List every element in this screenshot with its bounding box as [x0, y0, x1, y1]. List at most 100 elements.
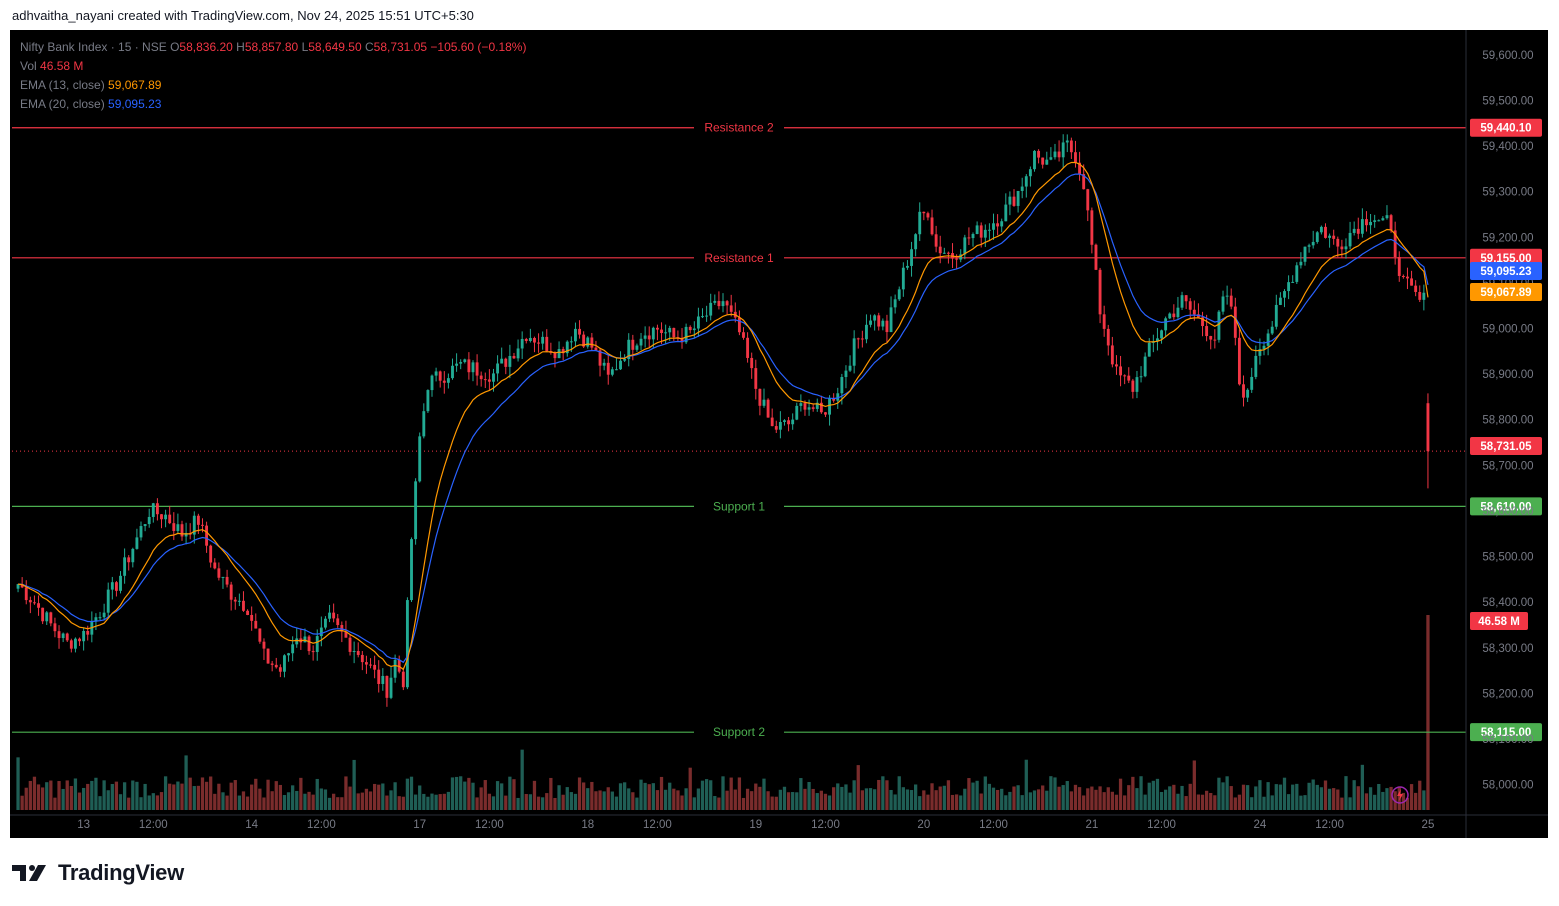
volume-bar — [1225, 776, 1229, 810]
x-tick-label: 12:00 — [811, 819, 840, 831]
volume-bar — [1229, 786, 1233, 810]
volume-bar — [450, 777, 455, 810]
volume-bar — [500, 783, 504, 810]
legend-symbol[interactable]: Nifty Bank Index · 15 · NSE — [20, 40, 167, 54]
candle-body — [1016, 190, 1020, 206]
tradingview-logo-icon — [12, 865, 46, 881]
candle-body — [586, 337, 590, 347]
volume-bar — [1008, 791, 1012, 810]
volume-bar — [122, 782, 127, 810]
volume-bar — [368, 791, 373, 810]
candle-body — [319, 627, 323, 637]
candle-body — [1020, 186, 1024, 191]
candle-body — [1180, 295, 1184, 308]
volume-bar — [684, 788, 688, 810]
candle-body — [1352, 228, 1356, 233]
candle-body — [758, 388, 762, 406]
candle-body — [807, 407, 811, 410]
candle-body — [537, 342, 540, 344]
volume-bar — [1057, 786, 1061, 810]
volume-bar — [1405, 797, 1410, 810]
volume-bar — [1020, 795, 1024, 810]
volume-bar — [918, 796, 922, 810]
candle-body — [1176, 307, 1180, 318]
volume-bar — [864, 788, 869, 810]
candle-body — [811, 407, 815, 409]
volume-bar — [745, 788, 750, 810]
candle-body — [16, 584, 20, 589]
candle-body — [713, 300, 717, 303]
candle-body — [647, 335, 651, 340]
candle-body — [291, 644, 295, 654]
legend-ema13-row[interactable]: EMA (13, close) 59,067.89 — [20, 76, 526, 95]
volume-bar — [692, 797, 696, 810]
candle-body — [196, 515, 200, 525]
candle-body — [594, 347, 598, 351]
candle-body — [209, 545, 213, 563]
volume-bar — [65, 780, 69, 810]
chart-area[interactable] — [10, 30, 1548, 838]
candle-body — [1094, 244, 1098, 270]
candle-body — [303, 636, 307, 643]
volume-bar — [1061, 785, 1065, 810]
candle-body — [688, 326, 692, 331]
candle-body — [717, 300, 721, 307]
legend-volume-row[interactable]: Vol 46.58 M — [20, 57, 526, 76]
legend-ema20-row[interactable]: EMA (20, close) 59,095.23 — [20, 95, 526, 114]
volume-bar — [946, 780, 951, 810]
candle-body — [119, 575, 122, 591]
volume-bar — [565, 787, 569, 810]
volume-bar — [524, 794, 528, 810]
candle-body — [725, 301, 729, 306]
volume-bar — [295, 790, 299, 810]
volume-bar — [20, 795, 24, 810]
volume-bar — [1041, 785, 1045, 810]
volume-bar — [750, 791, 754, 810]
candle-body — [61, 633, 65, 639]
volume-bar — [1106, 787, 1110, 810]
volume-bar — [967, 778, 971, 810]
volume-bar — [1327, 788, 1332, 810]
candle-body — [24, 587, 28, 601]
chart-attribution: adhvaitha_nayani created with TradingVie… — [12, 8, 474, 23]
candle-body — [754, 368, 758, 389]
volume-bar — [811, 788, 815, 810]
candle-body — [389, 677, 393, 698]
volume-bar — [233, 780, 237, 810]
volume-bar — [823, 793, 828, 810]
candle-body — [49, 612, 53, 624]
candle-body — [455, 363, 459, 366]
volume-bar — [250, 784, 254, 810]
volume-bar — [1073, 784, 1078, 810]
volume-bar — [922, 790, 926, 810]
candle-body — [1262, 345, 1266, 350]
candle-body — [832, 398, 836, 401]
candle-body — [582, 334, 586, 347]
y-tick-label: 58,200.00 — [1482, 688, 1533, 700]
candle-body — [955, 258, 959, 260]
price-tag — [1470, 283, 1542, 301]
x-tick-label: 12:00 — [307, 819, 336, 831]
candle-body — [869, 320, 872, 325]
volume-bar — [758, 786, 762, 810]
tradingview-brand: TradingView — [58, 860, 184, 885]
candle-body — [828, 398, 831, 415]
candle-body — [512, 355, 516, 359]
volume-bar — [844, 784, 848, 810]
candle-body — [934, 234, 938, 247]
legend-close: 58,731.05 — [373, 40, 428, 54]
legend-ema20: 59,095.23 — [108, 97, 162, 111]
candle-body — [1164, 318, 1168, 331]
candle-body — [127, 557, 131, 563]
candle-body — [1369, 221, 1373, 226]
candle-body — [1356, 228, 1360, 234]
candle-body — [377, 669, 381, 684]
volume-bar — [795, 792, 799, 810]
volume-bar — [1143, 794, 1147, 810]
volume-bar — [819, 790, 824, 810]
candle-body — [135, 537, 139, 549]
volume-bar — [901, 787, 905, 810]
candle-body — [795, 405, 799, 420]
volume-bar — [463, 781, 467, 810]
